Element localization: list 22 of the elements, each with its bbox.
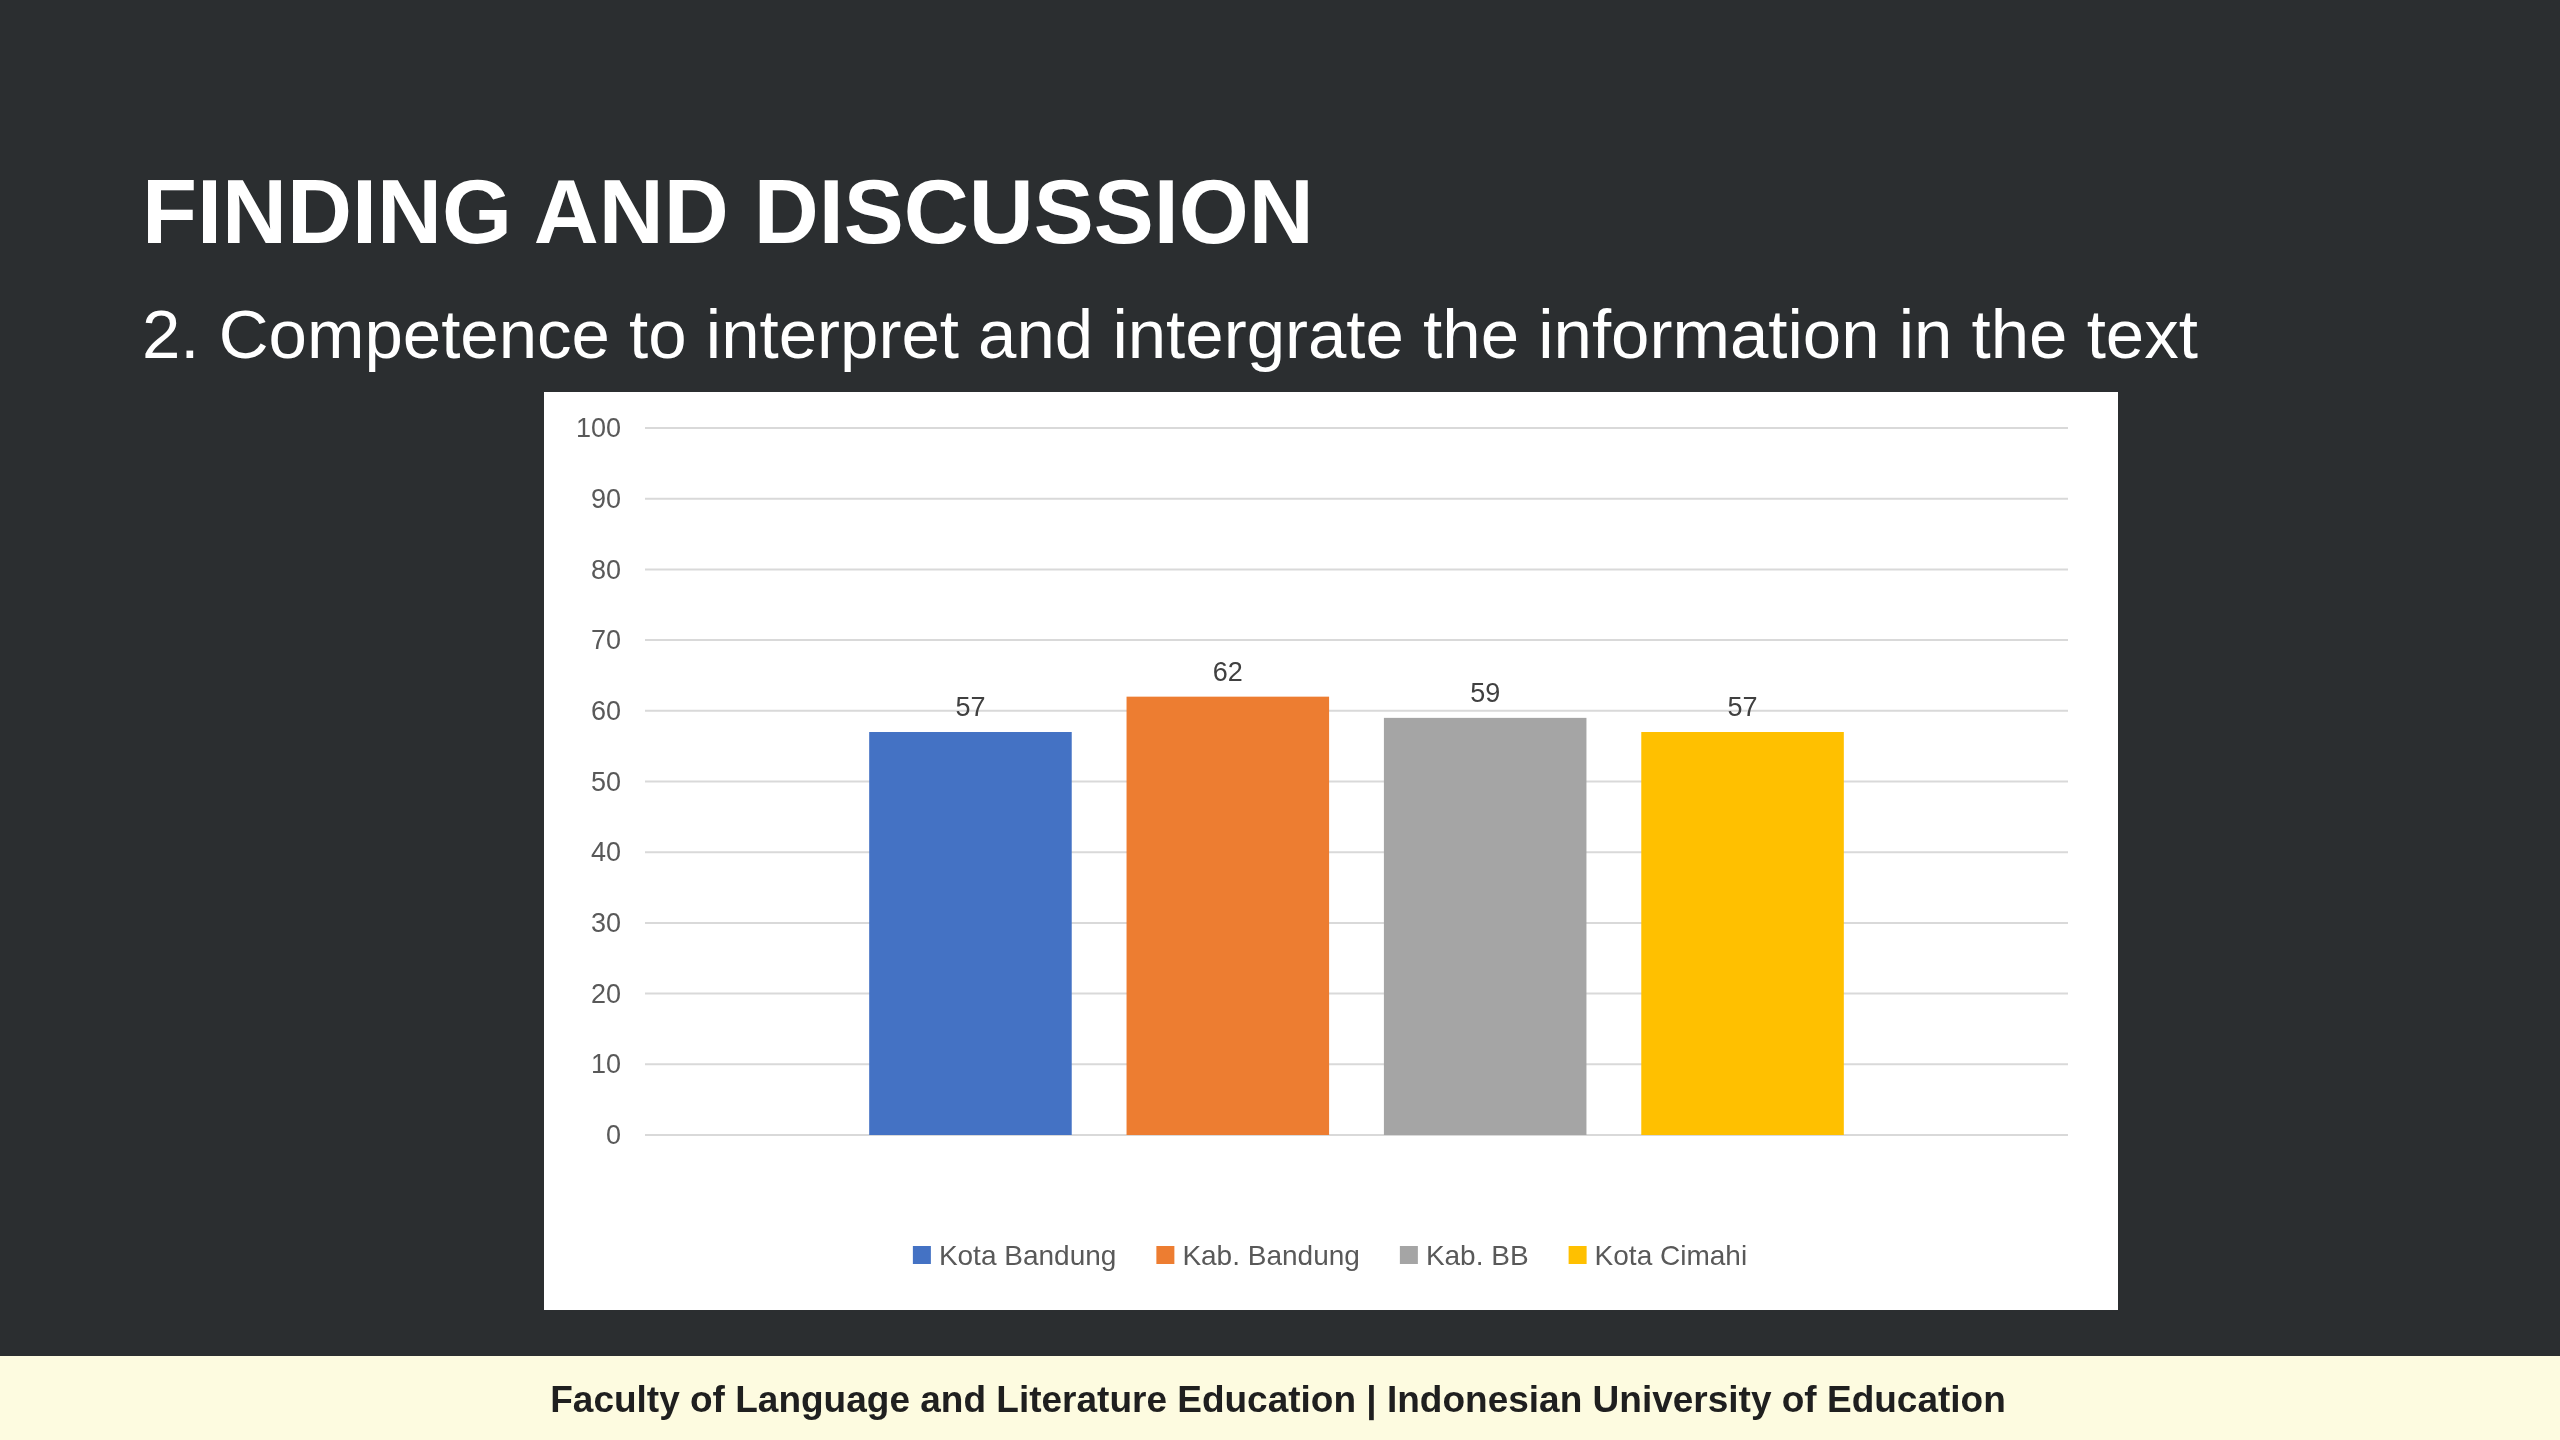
y-tick-label: 90 xyxy=(590,483,621,514)
data-label: 59 xyxy=(1470,677,1501,708)
chart-title: FINDING AND DISCUSSION xyxy=(142,162,1314,262)
y-tick-label: 80 xyxy=(590,554,621,585)
y-tick-label: 40 xyxy=(590,837,621,868)
chart-subtitle: 2. Competence to interpret and intergrate the information in the text xyxy=(142,296,2198,373)
y-tick-label: 60 xyxy=(590,695,621,726)
data-label: 57 xyxy=(1727,692,1758,723)
text: Faculty of Language and Literature Education | Indonesian University of Education xyxy=(550,1379,2006,1421)
y-tick-label: 20 xyxy=(590,978,621,1009)
y-tick-label: 70 xyxy=(590,625,621,656)
y-tick-label: 50 xyxy=(590,766,621,797)
data-label: 62 xyxy=(1212,656,1243,687)
legend-label: Kota Cimahi xyxy=(1594,1239,1748,1271)
legend-label: Kab. Bandung xyxy=(1182,1239,1360,1271)
y-tick-label: 30 xyxy=(590,908,621,939)
y-tick-label: 100 xyxy=(575,413,621,444)
y-tick-label: 0 xyxy=(605,1120,621,1151)
legend-label: Kab. BB xyxy=(1425,1239,1529,1271)
data-label: 57 xyxy=(955,692,986,723)
y-tick-label: 10 xyxy=(590,1049,621,1080)
legend-label: Kota Bandung xyxy=(938,1239,1117,1271)
